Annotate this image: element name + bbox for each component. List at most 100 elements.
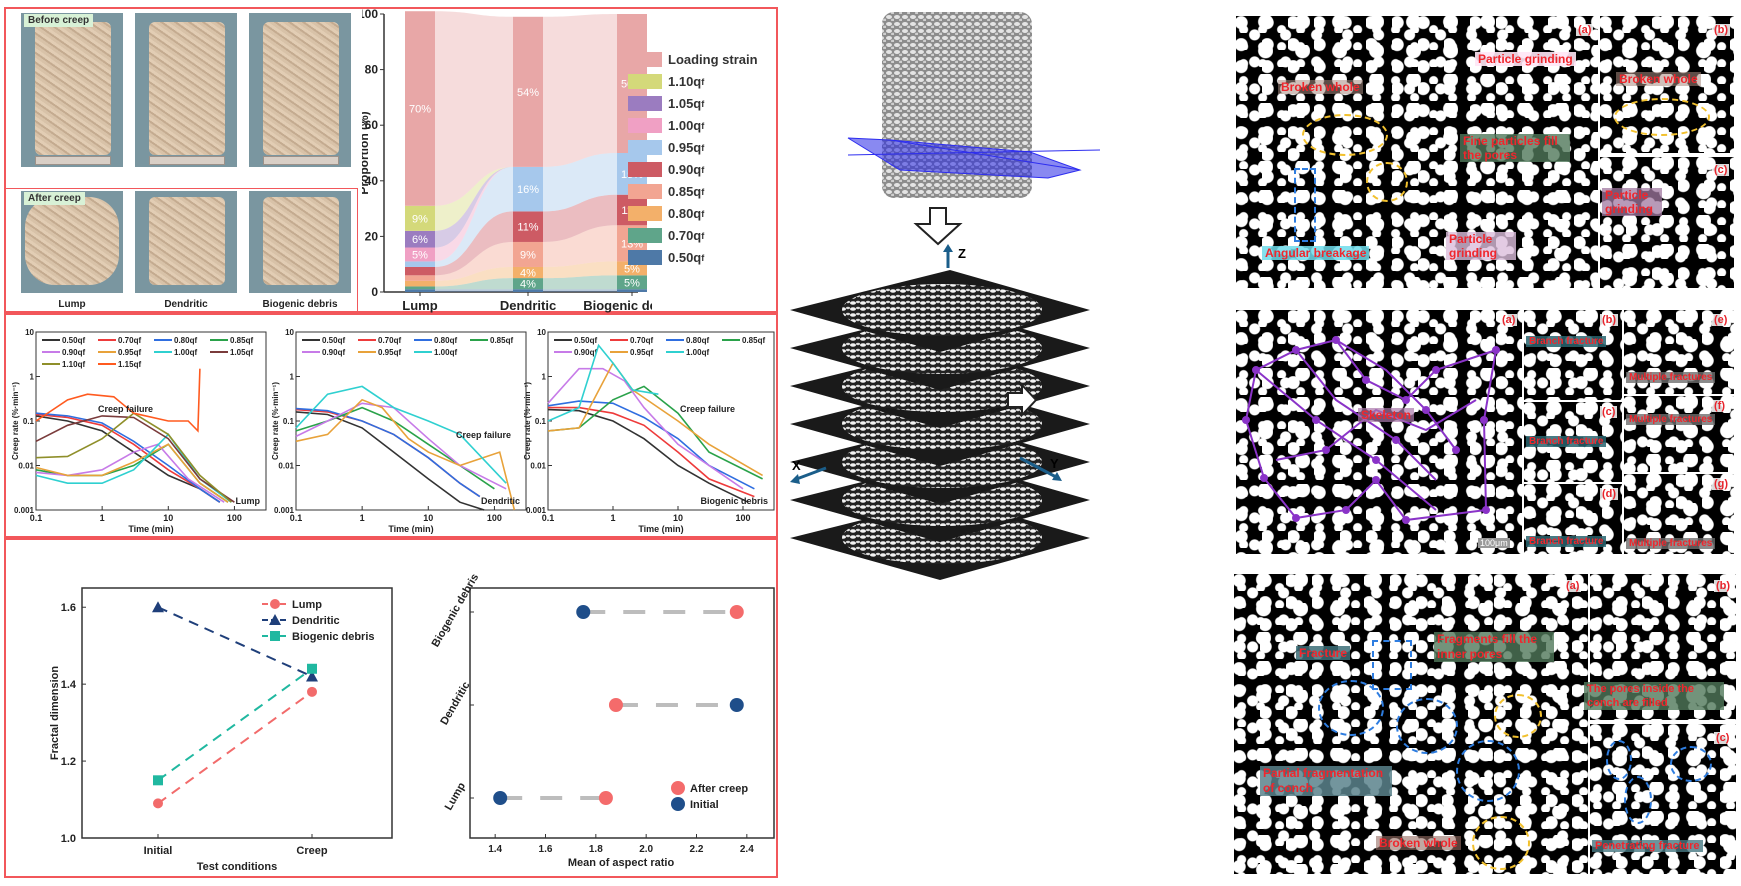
data-point: [608, 698, 623, 712]
x-tick-label: 0.1: [542, 513, 555, 523]
x-tick-label: 10: [673, 513, 683, 523]
bar-segment: [405, 261, 435, 267]
x-tick-label: 2.2: [690, 844, 704, 855]
tag-d: (d): [1600, 488, 1619, 500]
label-b-broken-whole: Broken whole: [1616, 72, 1701, 86]
x-tick-label: 1: [360, 513, 365, 523]
conch-outline-2: [1396, 698, 1458, 754]
y-axis-label: Creep rate (%·min⁻¹): [271, 382, 280, 460]
series-line: [157, 606, 313, 678]
x-tick-label: 100: [487, 513, 502, 523]
tag-b: (b): [1714, 580, 1733, 592]
y-tick-label: 0.01: [278, 462, 294, 471]
data-point: [306, 670, 318, 682]
x-tick-label: 100: [735, 513, 750, 523]
label-branch-fracture-d: Branch fracture: [1526, 536, 1607, 547]
legend-label: 0.70qf: [378, 336, 401, 345]
tag-a: (a): [1576, 24, 1594, 36]
series-line: [35, 412, 221, 503]
broken-whole-outline: [1302, 114, 1388, 156]
legend-subscript: f: [701, 252, 705, 263]
bar-label: 9%: [412, 213, 428, 225]
axis-y-label: Y: [1050, 456, 1059, 471]
flow-band: [435, 166, 513, 248]
panel-photos-proportion: [4, 7, 778, 313]
bar-segment: [513, 289, 543, 292]
flow-band: [435, 241, 513, 281]
bar-segment: [405, 247, 435, 262]
tag-g: (g): [1712, 478, 1731, 490]
bar-segment: [405, 280, 435, 287]
data-point: [152, 601, 164, 613]
legend-label: Dendritic: [292, 615, 340, 627]
y-tick-label: 1.4: [61, 679, 77, 691]
flow-band: [435, 11, 513, 206]
x-tick-label: 0.1: [290, 513, 303, 523]
legend-label: Initial: [690, 799, 719, 811]
legend-swatch: [628, 250, 662, 265]
legend-item: 1.10q f: [628, 74, 704, 89]
y-tick-label: 0.1: [283, 417, 295, 426]
series-line: [35, 368, 201, 433]
y-tick-label: 0.1: [23, 417, 35, 426]
y-axis-label: Proportion (%): [362, 111, 371, 194]
flow-band: [543, 14, 617, 167]
label-penetrating-fracture: Penetrating fracture: [1592, 840, 1703, 852]
legend-label: 0.70qf: [118, 336, 141, 345]
legend-label: 1.00q: [668, 118, 702, 133]
bar-label: 4%: [520, 268, 536, 280]
proportion-chart: 0 20 40 60 80 100 Proportion (%) 5% 6% 9% 70% Lump 4…: [362, 8, 652, 313]
y-axis-label: Creep rate (%·min⁻¹): [523, 382, 532, 460]
series-line: [295, 385, 507, 484]
flow-band: [435, 166, 513, 262]
x-tick-label: 1.8: [589, 844, 603, 855]
legend-subscript: f: [701, 76, 705, 87]
series-line: [157, 667, 313, 782]
legend-label: 0.50q: [668, 250, 702, 265]
label-fine-particles: Fine particles fill the pores: [1460, 134, 1570, 162]
bar-label: 54%: [517, 87, 539, 99]
after-creep-tag: After creep: [24, 192, 85, 205]
y-tick-label: 10: [537, 328, 546, 337]
flow-band: [435, 278, 513, 290]
label-multiple-fractures-f: Multiple fractures: [1626, 414, 1716, 425]
legend-marker: [270, 599, 280, 609]
photo-biogenic-before: [248, 12, 352, 168]
legend-item: 0.95q f: [628, 140, 704, 155]
x-tick-label: 100: [227, 513, 242, 523]
legend-swatch: [628, 206, 662, 221]
label-branch-fracture-c: Branch fracture: [1526, 436, 1607, 447]
y-tick-label: Lump: [443, 780, 469, 812]
legend-item: 0.85q f: [628, 184, 704, 199]
pen-outline-2: [1624, 776, 1652, 824]
legend-label: After creep: [690, 783, 748, 795]
flow-band: [543, 275, 617, 290]
data-point: [576, 605, 591, 619]
y-tick-label: 20: [365, 229, 379, 243]
data-point: [729, 605, 744, 619]
fractal-chart: 1.0 1.2 1.4 1.6 Initial Creep Test conditions F…: [49, 587, 393, 873]
bar-segment: [513, 266, 543, 279]
legend-swatch: [628, 74, 662, 89]
bar-segment: [513, 166, 543, 212]
legend-label: 1.05q: [668, 96, 702, 111]
series-line: [547, 343, 659, 422]
y-tick-label: 0.001: [274, 506, 295, 515]
legend-swatch: [628, 228, 662, 243]
legend-label: 0.90qf: [574, 348, 597, 357]
bar-segment: [617, 275, 647, 290]
x-tick-label: 2.0: [639, 844, 653, 855]
series-line: [295, 411, 485, 511]
bar-segment: [617, 289, 647, 292]
flow-band: [543, 261, 617, 279]
legend-label: 0.50qf: [574, 336, 597, 345]
legend-label: 1.10q: [668, 74, 702, 89]
legend-item: 1.00q f: [628, 118, 704, 133]
series-line: [35, 415, 235, 503]
bar-label: 5%: [412, 249, 428, 261]
micrograph-dendritic-a: [1236, 310, 1522, 554]
data-point: [729, 698, 744, 712]
legend-subscript: f: [701, 208, 705, 219]
series-line: [547, 367, 744, 490]
